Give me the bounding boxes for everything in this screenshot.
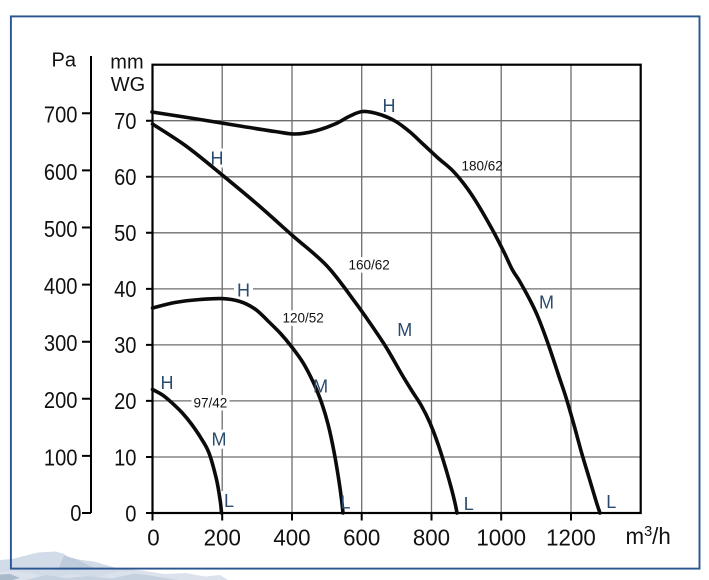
svg-text:L: L xyxy=(224,491,234,511)
svg-text:20: 20 xyxy=(114,388,136,415)
svg-text:H: H xyxy=(161,373,174,393)
svg-text:200: 200 xyxy=(44,387,78,414)
svg-text:M: M xyxy=(397,320,412,340)
svg-text:600: 600 xyxy=(343,524,380,550)
svg-text:Pa: Pa xyxy=(52,49,77,71)
svg-text:10: 10 xyxy=(114,444,136,471)
svg-text:300: 300 xyxy=(44,330,78,357)
svg-text:L: L xyxy=(340,493,350,513)
svg-text:0: 0 xyxy=(147,524,159,550)
svg-text:L: L xyxy=(464,494,474,514)
svg-text:50: 50 xyxy=(114,220,136,247)
svg-text:1000: 1000 xyxy=(476,524,526,550)
svg-text:180/62: 180/62 xyxy=(462,158,503,173)
svg-text:mm: mm xyxy=(110,52,143,74)
svg-text:0: 0 xyxy=(125,500,136,527)
svg-text:700: 700 xyxy=(44,101,78,128)
svg-text:100: 100 xyxy=(44,444,78,471)
svg-text:M: M xyxy=(539,293,554,313)
svg-text:1200: 1200 xyxy=(546,524,596,550)
svg-text:H: H xyxy=(237,280,250,300)
svg-text:120/52: 120/52 xyxy=(283,311,324,326)
svg-text:L: L xyxy=(606,492,616,512)
svg-text:60: 60 xyxy=(114,164,136,191)
svg-text:30: 30 xyxy=(114,332,136,359)
svg-text:M: M xyxy=(212,430,227,450)
svg-text:WG: WG xyxy=(111,74,145,96)
svg-text:70: 70 xyxy=(114,108,136,135)
svg-text:0: 0 xyxy=(70,500,81,527)
svg-text:H: H xyxy=(383,96,396,116)
svg-text:400: 400 xyxy=(44,273,78,300)
svg-text:400: 400 xyxy=(273,524,310,550)
svg-text:500: 500 xyxy=(44,216,78,243)
svg-text:800: 800 xyxy=(413,524,450,550)
svg-text:40: 40 xyxy=(114,276,136,303)
svg-text:M: M xyxy=(313,377,328,397)
svg-text:H: H xyxy=(211,149,224,169)
svg-text:600: 600 xyxy=(44,159,78,186)
svg-text:200: 200 xyxy=(204,524,241,550)
svg-text:160/62: 160/62 xyxy=(349,257,390,272)
svg-text:97/42: 97/42 xyxy=(194,395,228,410)
